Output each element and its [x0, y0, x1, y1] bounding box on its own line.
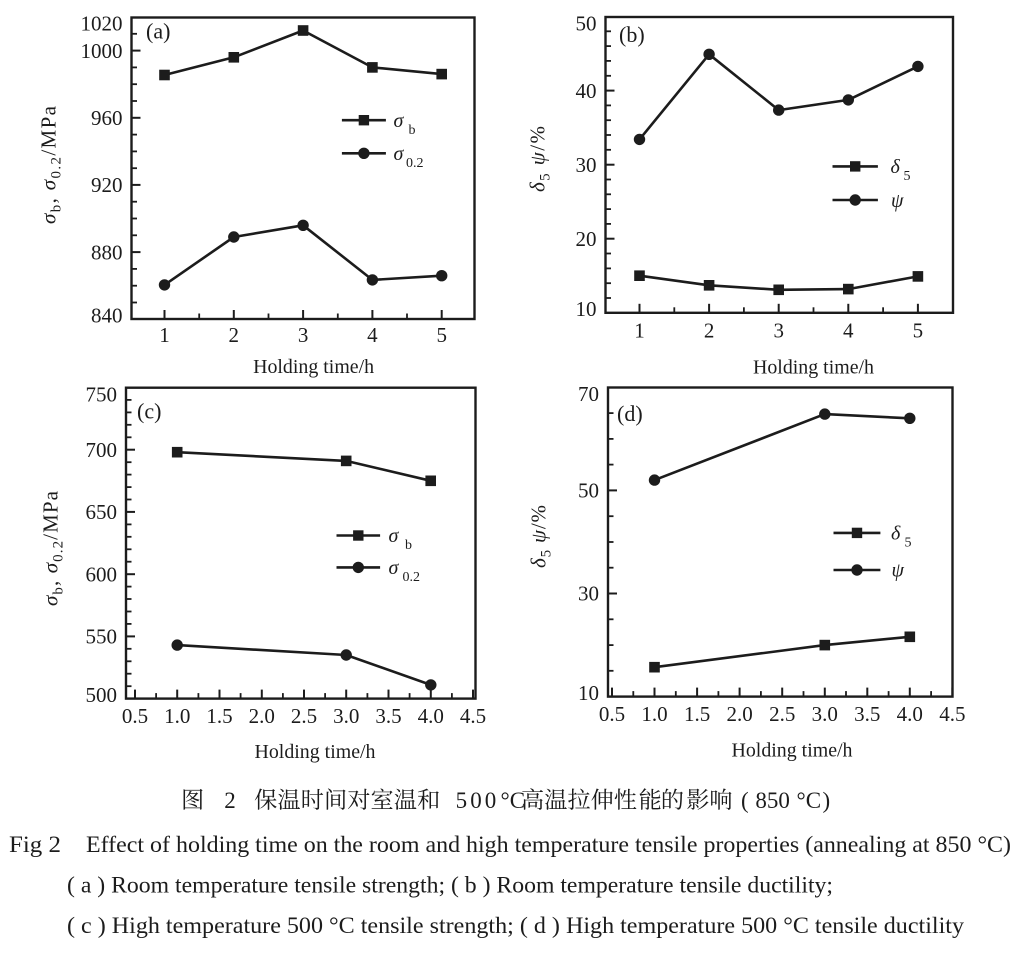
svg-text:1000: 1000 — [81, 39, 123, 63]
svg-text:σ: σ — [389, 525, 400, 547]
svg-text:3.0: 3.0 — [333, 704, 359, 728]
svg-text:1.0: 1.0 — [641, 702, 667, 726]
svg-text:Effect of holding time on the: Effect of holding time on the room and h… — [86, 832, 1011, 857]
svg-text:2: 2 — [229, 323, 240, 347]
svg-text:5: 5 — [905, 536, 912, 551]
svg-text:20: 20 — [576, 227, 597, 251]
svg-text:1: 1 — [634, 319, 645, 343]
svg-text:Holding time/h: Holding time/h — [732, 740, 853, 762]
svg-text:650: 650 — [86, 500, 118, 524]
svg-text:2: 2 — [704, 319, 715, 343]
svg-text:ψ: ψ — [891, 190, 904, 212]
svg-text:σ: σ — [389, 557, 400, 579]
svg-text:3.5: 3.5 — [854, 702, 880, 726]
svg-text:Fig 2: Fig 2 — [9, 832, 61, 857]
svg-text:920: 920 — [91, 173, 123, 197]
svg-text:δ5 ψ/%: δ5 ψ/% — [527, 505, 555, 568]
svg-text:0.5: 0.5 — [599, 702, 625, 726]
svg-text:2.0: 2.0 — [726, 702, 752, 726]
svg-text:4: 4 — [843, 319, 854, 343]
svg-text:1.5: 1.5 — [206, 704, 232, 728]
svg-text:b: b — [405, 538, 412, 553]
svg-text:Holding time/h: Holding time/h — [255, 741, 376, 763]
svg-text:50: 50 — [578, 479, 599, 503]
svg-text:3: 3 — [298, 323, 309, 347]
svg-text:840: 840 — [91, 304, 123, 328]
svg-text:70: 70 — [578, 382, 599, 406]
svg-text:4.0: 4.0 — [897, 702, 923, 726]
svg-text:40: 40 — [576, 79, 597, 103]
svg-text:): ) — [823, 788, 831, 813]
svg-text:4: 4 — [367, 323, 378, 347]
svg-text:0.2: 0.2 — [403, 570, 421, 585]
svg-text:δ5 ψ/%: δ5 ψ/% — [526, 126, 554, 192]
svg-text:2.0: 2.0 — [249, 704, 275, 728]
svg-text:Holding time/h: Holding time/h — [253, 356, 374, 378]
svg-text:°C: °C — [501, 788, 526, 813]
svg-text:5: 5 — [436, 323, 447, 347]
svg-text:( a ) Room temperature tensile: ( a ) Room temperature tensile strength;… — [67, 872, 833, 897]
svg-text:(d): (d) — [617, 401, 643, 426]
svg-text:30: 30 — [576, 153, 597, 177]
svg-text:1020: 1020 — [81, 12, 123, 36]
svg-text:10: 10 — [576, 297, 597, 321]
svg-text:2.5: 2.5 — [769, 702, 795, 726]
svg-text:600: 600 — [86, 562, 118, 586]
svg-text:3.0: 3.0 — [812, 702, 838, 726]
svg-text:2.5: 2.5 — [291, 704, 317, 728]
svg-text:Holding time/h: Holding time/h — [753, 356, 874, 378]
svg-text:960: 960 — [91, 106, 123, 130]
svg-text:550: 550 — [86, 625, 118, 649]
svg-text:10: 10 — [578, 681, 599, 705]
svg-text:700: 700 — [86, 438, 118, 462]
svg-text:σb, σ0.2/MPa: σb, σ0.2/MPa — [37, 105, 65, 224]
svg-text:4.5: 4.5 — [460, 704, 486, 728]
svg-text:(b): (b) — [619, 22, 645, 47]
svg-text:750: 750 — [86, 382, 118, 406]
svg-text:1: 1 — [159, 323, 170, 347]
svg-text:ψ: ψ — [892, 560, 905, 582]
svg-text:(a): (a) — [146, 19, 170, 44]
svg-text:b: b — [409, 123, 416, 138]
svg-text:850: 850 — [755, 788, 790, 813]
svg-text:σb, σ0.2/MPa: σb, σ0.2/MPa — [39, 490, 67, 606]
svg-text:0.2: 0.2 — [406, 156, 424, 171]
svg-text:3.5: 3.5 — [375, 704, 401, 728]
svg-text:δ: δ — [891, 523, 901, 545]
svg-text:2: 2 — [224, 788, 236, 813]
svg-text:1.0: 1.0 — [164, 704, 190, 728]
svg-text:(c): (c) — [137, 399, 161, 424]
svg-text:5: 5 — [904, 169, 911, 184]
svg-text:4.0: 4.0 — [418, 704, 444, 728]
svg-text:1.5: 1.5 — [684, 702, 710, 726]
svg-text:3: 3 — [773, 319, 784, 343]
svg-text:880: 880 — [91, 240, 123, 264]
svg-text:500: 500 — [456, 788, 500, 813]
svg-text:σ: σ — [394, 110, 405, 132]
svg-text:30: 30 — [578, 582, 599, 606]
svg-text:5: 5 — [913, 319, 924, 343]
svg-text:500: 500 — [86, 683, 118, 707]
svg-text:4.5: 4.5 — [939, 702, 965, 726]
svg-text:0.5: 0.5 — [122, 704, 148, 728]
svg-text:( c ) High temperature 500 °C: ( c ) High temperature 500 °C tensile st… — [67, 913, 965, 938]
svg-text:σ: σ — [394, 143, 405, 165]
svg-text:°C: °C — [797, 788, 822, 813]
svg-text:50: 50 — [576, 12, 597, 36]
svg-text:(: ( — [741, 788, 749, 813]
svg-text:δ: δ — [891, 156, 901, 178]
